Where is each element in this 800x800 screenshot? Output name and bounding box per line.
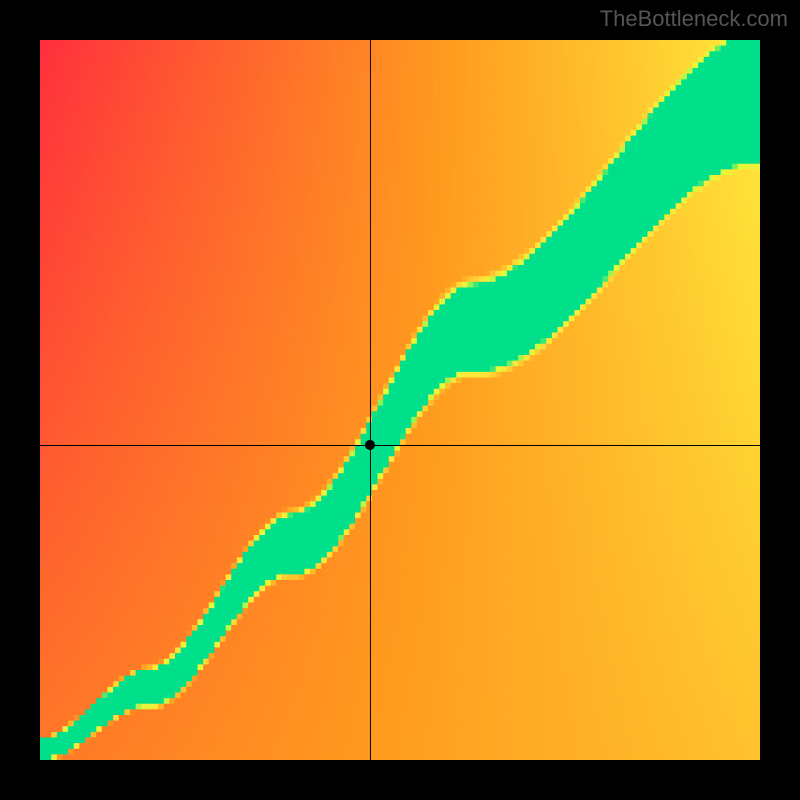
watermark-text: TheBottleneck.com — [600, 6, 788, 32]
plot-area — [40, 40, 760, 760]
chart-container: TheBottleneck.com — [0, 0, 800, 800]
heatmap-canvas — [40, 40, 760, 760]
